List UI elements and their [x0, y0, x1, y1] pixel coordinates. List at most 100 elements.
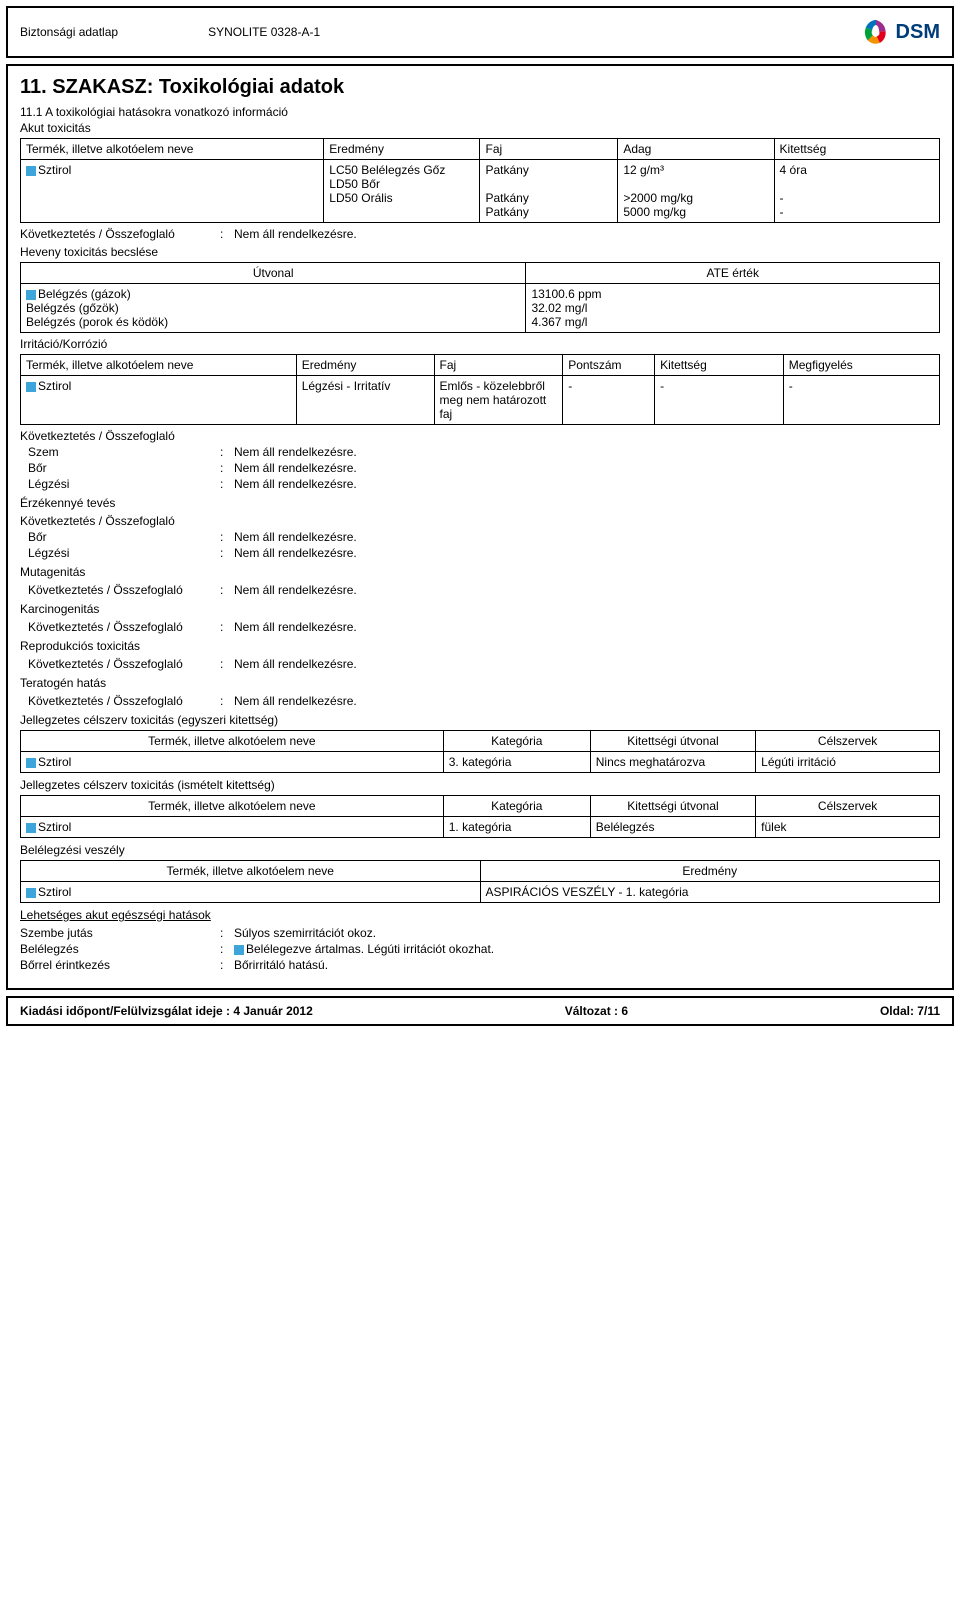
- val: Súlyos szemirritációt okoz.: [234, 926, 940, 940]
- cell: Emlős - közelebbről meg nem határozott f…: [434, 376, 563, 425]
- table-row: Sztirol 3. kategória Nincs meghatározva …: [21, 752, 940, 773]
- cell: Belégzés (porok és ködök): [26, 315, 168, 329]
- th: Útvonal: [21, 263, 526, 284]
- ate-table: Útvonal ATE érték Belégzés (gázok) Belég…: [20, 262, 940, 333]
- label: Belélegzés: [20, 942, 220, 956]
- cell: 13100.6 ppm: [531, 287, 601, 301]
- cell: Belégzés (gőzök): [26, 301, 119, 315]
- cell: ASPIRÁCIÓS VESZÉLY - 1. kategória: [480, 882, 940, 903]
- stot-repeat-table: Termék, illetve alkotóelem neve Kategóri…: [20, 795, 940, 838]
- cell: fülek: [756, 817, 940, 838]
- table-row: Sztirol 1. kategória Belélegzés fülek: [21, 817, 940, 838]
- th: Célszervek: [756, 731, 940, 752]
- th: Adag: [618, 139, 774, 160]
- cell: 4 óra: [780, 163, 934, 177]
- cell: -: [780, 191, 934, 205]
- cell: Belélegzés: [590, 817, 755, 838]
- marker-icon: [26, 290, 36, 300]
- acute-estimate-title: Heveny toxicitás becslése: [20, 245, 940, 259]
- cell: Légzési - Irritatív: [296, 376, 434, 425]
- marker-icon: [26, 166, 36, 176]
- acute-health-title: Lehetséges akut egészségi hatások: [20, 908, 940, 922]
- dsm-logo: DSM: [860, 16, 940, 48]
- subsection-11-1: 11.1 A toxikológiai hatásokra vonatkozó …: [20, 105, 940, 119]
- label: Szembe jutás: [20, 926, 220, 940]
- cell: Patkány: [485, 205, 612, 219]
- cell: Sztirol: [38, 885, 71, 899]
- footer-page: Oldal: 7/11: [880, 1004, 940, 1018]
- th: Eredmény: [480, 861, 940, 882]
- cell: -: [655, 376, 784, 425]
- dsm-logo-text: DSM: [896, 21, 940, 44]
- th: Kitettség: [655, 355, 784, 376]
- conclusion-label: Következtetés / Összefoglaló: [20, 620, 220, 634]
- conclusion-label: Következtetés / Összefoglaló: [20, 514, 220, 528]
- irritation-title: Irritáció/Korrózió: [20, 337, 940, 351]
- th: Kategória: [443, 731, 590, 752]
- aspiration-title: Belélegzési veszély: [20, 843, 940, 857]
- acute-tox-table: Termék, illetve alkotóelem neve Eredmény…: [20, 138, 940, 223]
- repro-title: Reprodukciós toxicitás: [20, 639, 940, 653]
- sensitization-title: Érzékennyé tevés: [20, 496, 940, 510]
- val: Nem áll rendelkezésre.: [234, 477, 940, 491]
- page-footer: Kiadási időpont/Felülvizsgálat ideje : 4…: [6, 996, 954, 1026]
- cell: Sztirol: [38, 755, 71, 769]
- th: Eredmény: [296, 355, 434, 376]
- val: Belélegezve ártalmas. Légúti irritációt …: [246, 942, 494, 956]
- aspiration-table: Termék, illetve alkotóelem neve Eredmény…: [20, 860, 940, 903]
- th: Faj: [480, 139, 618, 160]
- cell: LD50 Orális: [329, 191, 474, 205]
- label-legzesi: Légzési: [20, 546, 220, 560]
- cell: Sztirol: [38, 379, 71, 393]
- conclusion-label: Következtetés / Összefoglaló: [20, 227, 220, 241]
- th: Pontszám: [563, 355, 655, 376]
- table-row: Sztirol ASPIRÁCIÓS VESZÉLY - 1. kategóri…: [21, 882, 940, 903]
- marker-icon: [234, 945, 244, 955]
- conclusion-label: Következtetés / Összefoglaló: [20, 657, 220, 671]
- cell: -: [780, 205, 934, 219]
- cell: LD50 Bőr: [329, 177, 474, 191]
- cell: Nincs meghatározva: [590, 752, 755, 773]
- table-row: Sztirol LC50 Belélegzés Gőz LD50 Bőr LD5…: [21, 160, 940, 223]
- th: Termék, illetve alkotóelem neve: [21, 355, 297, 376]
- val: Nem áll rendelkezésre.: [234, 620, 940, 634]
- th: Kategória: [443, 796, 590, 817]
- cell: Légúti irritáció: [756, 752, 940, 773]
- cell: Belégzés (gázok): [38, 287, 131, 301]
- val: Bőrirritáló hatású.: [234, 958, 940, 972]
- product-name: SYNOLITE 0328-A-1: [208, 25, 320, 39]
- th: ATE érték: [526, 263, 940, 284]
- th: Faj: [434, 355, 563, 376]
- label-legzesi: Légzési: [20, 477, 220, 491]
- val: Nem áll rendelkezésre.: [234, 694, 940, 708]
- th: Termék, illetve alkotóelem neve: [21, 796, 444, 817]
- doc-type-label: Biztonsági adatlap: [20, 25, 118, 39]
- footer-date: Kiadási időpont/Felülvizsgálat ideje : 4…: [20, 1004, 313, 1018]
- header-bar: Biztonsági adatlap SYNOLITE 0328-A-1 DSM: [6, 6, 954, 58]
- table-row: Belégzés (gázok) Belégzés (gőzök) Belégz…: [21, 284, 940, 333]
- th: Termék, illetve alkotóelem neve: [21, 861, 481, 882]
- irritation-table: Termék, illetve alkotóelem neve Eredmény…: [20, 354, 940, 425]
- cell: -: [783, 376, 939, 425]
- cell: Sztirol: [38, 820, 71, 834]
- cell: Patkány: [485, 191, 612, 205]
- cell: Sztirol: [38, 163, 71, 177]
- th: Termék, illetve alkotóelem neve: [21, 139, 324, 160]
- content-frame: 11. SZAKASZ: Toxikológiai adatok 11.1 A …: [6, 64, 954, 990]
- conclusion-row: Következtetés / Összefoglaló : Nem áll r…: [20, 227, 940, 241]
- section-title: 11. SZAKASZ: Toxikológiai adatok: [20, 76, 940, 99]
- conclusion-label: Következtetés / Összefoglaló: [20, 429, 220, 443]
- val: Nem áll rendelkezésre.: [234, 445, 940, 459]
- table-row: Sztirol Légzési - Irritatív Emlős - köze…: [21, 376, 940, 425]
- conclusion-value: Nem áll rendelkezésre.: [234, 227, 940, 241]
- val: Nem áll rendelkezésre.: [234, 583, 940, 597]
- cell: >2000 mg/kg: [623, 191, 768, 205]
- cell: 4.367 mg/l: [531, 315, 587, 329]
- cell: 5000 mg/kg: [623, 205, 768, 219]
- acute-tox-label: Akut toxicitás: [20, 121, 940, 135]
- cell: 3. kategória: [443, 752, 590, 773]
- cell: 32.02 mg/l: [531, 301, 587, 315]
- marker-icon: [26, 888, 36, 898]
- carcinogenicity-title: Karcinogenitás: [20, 602, 940, 616]
- cell: 12 g/m³: [623, 163, 768, 177]
